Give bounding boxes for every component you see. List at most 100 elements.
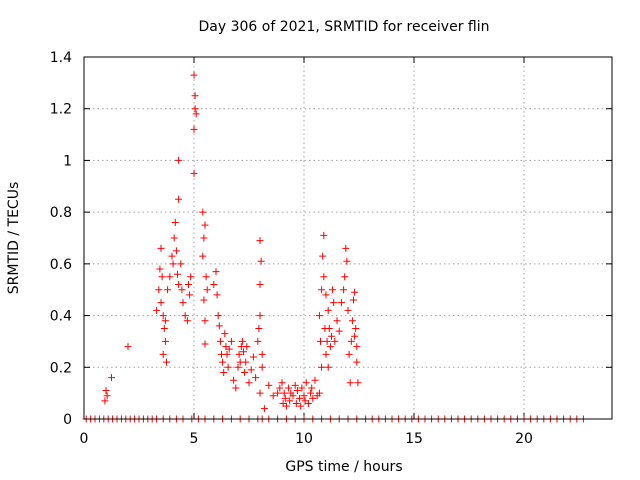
data-point-marker bbox=[161, 317, 169, 325]
data-point-marker bbox=[291, 381, 299, 389]
data-point-marker bbox=[158, 273, 166, 281]
data-point-marker bbox=[190, 71, 198, 79]
data-point-marker bbox=[325, 325, 333, 332]
data-point-marker bbox=[342, 244, 350, 252]
x-tick-label: 10 bbox=[295, 431, 313, 447]
data-point-marker bbox=[124, 343, 132, 351]
data-point-marker bbox=[243, 343, 251, 351]
data-point-marker bbox=[256, 281, 264, 289]
data-point-marker bbox=[174, 270, 181, 278]
data-point-marker bbox=[329, 286, 337, 294]
data-point-marker bbox=[175, 281, 183, 289]
plot-frame bbox=[83, 56, 613, 420]
data-point-marker bbox=[302, 379, 310, 387]
data-point-marker bbox=[353, 343, 361, 351]
data-point-marker bbox=[322, 291, 330, 299]
data-point-marker bbox=[219, 358, 227, 366]
data-point-marker bbox=[311, 376, 319, 384]
data-point-marker bbox=[307, 389, 315, 397]
data-point-marker bbox=[333, 317, 341, 325]
data-point-marker bbox=[331, 337, 339, 345]
data-point-marker bbox=[351, 332, 359, 340]
y-tick-label: 1 bbox=[63, 153, 72, 169]
data-point-marker bbox=[186, 291, 194, 299]
data-point-marker bbox=[348, 317, 356, 325]
data-point-marker bbox=[190, 125, 198, 133]
data-point-marker bbox=[340, 286, 348, 294]
data-point-marker bbox=[280, 389, 288, 397]
data-point-marker bbox=[214, 312, 222, 320]
data-point-marker bbox=[159, 350, 167, 358]
data-point-marker bbox=[172, 247, 180, 255]
data-point-marker bbox=[256, 389, 264, 397]
data-point-marker bbox=[249, 353, 257, 361]
data-point-marker bbox=[225, 345, 233, 353]
y-tick-label: 0.8 bbox=[50, 205, 72, 221]
data-point-marker bbox=[171, 218, 179, 226]
data-point-marker bbox=[101, 397, 109, 405]
y-tick-label: 0.6 bbox=[50, 257, 72, 273]
data-point-marker bbox=[166, 273, 174, 281]
data-point-marker bbox=[335, 327, 343, 335]
data-point-marker bbox=[164, 286, 172, 294]
data-point-marker bbox=[179, 299, 187, 307]
data-point-marker bbox=[308, 384, 316, 392]
data-point-marker bbox=[153, 306, 161, 314]
data-point-marker bbox=[191, 105, 199, 113]
data-point-marker bbox=[350, 296, 357, 304]
data-point-marker bbox=[256, 237, 264, 245]
data-point-marker bbox=[157, 299, 165, 307]
y-axis-label: SRMTID / TECUs bbox=[6, 182, 22, 295]
data-point-marker bbox=[215, 322, 223, 330]
data-point-marker bbox=[181, 312, 189, 320]
data-point-marker bbox=[177, 260, 185, 268]
data-point-marker bbox=[201, 317, 209, 325]
data-point-marker bbox=[278, 379, 286, 387]
data-point-marker bbox=[191, 92, 199, 100]
data-point-marker bbox=[347, 337, 355, 345]
data-point-marker bbox=[156, 265, 164, 273]
x-tick-label: 15 bbox=[405, 431, 423, 447]
data-point-marker bbox=[185, 281, 192, 289]
data-point-marker bbox=[292, 399, 300, 407]
data-point-marker bbox=[274, 389, 282, 397]
data-point-marker bbox=[343, 257, 351, 265]
chart-title: Day 306 of 2021, SRMTID for receiver fli… bbox=[199, 19, 490, 35]
data-point-marker bbox=[232, 384, 240, 392]
data-point-marker bbox=[192, 110, 200, 118]
data-point-marker bbox=[320, 231, 328, 239]
data-point-marker bbox=[255, 325, 263, 332]
data-point-marker bbox=[281, 394, 289, 402]
data-point-marker bbox=[161, 337, 169, 345]
data-point-marker bbox=[241, 368, 249, 376]
data-point-marker bbox=[227, 337, 235, 345]
data-point-marker bbox=[175, 156, 183, 164]
data-point-marker bbox=[298, 384, 306, 392]
data-point-marker bbox=[345, 350, 353, 358]
data-point-marker bbox=[187, 273, 195, 281]
data-point-marker bbox=[257, 257, 265, 265]
data-point-marker bbox=[320, 273, 328, 281]
data-point-marker bbox=[108, 374, 115, 382]
data-point-marker bbox=[285, 384, 293, 392]
data-point-marker bbox=[160, 325, 168, 332]
data-point-marker bbox=[282, 402, 290, 410]
data-point-marker bbox=[304, 399, 312, 407]
data-point-marker bbox=[199, 208, 207, 216]
data-point-marker bbox=[289, 392, 297, 400]
x-axis-label: GPS time / hours bbox=[285, 459, 402, 475]
tick-layer: 0 0.2 0.4 0.6 0.8 1 1.2 1.4 0 5 10 15 20 bbox=[50, 50, 612, 447]
data-point-marker bbox=[317, 337, 324, 345]
data-point-marker bbox=[242, 358, 250, 366]
data-point-marker bbox=[258, 363, 266, 371]
data-point-marker bbox=[330, 299, 338, 307]
data-point-marker bbox=[178, 286, 186, 294]
data-point-marker bbox=[201, 221, 209, 229]
data-point-marker bbox=[183, 317, 191, 325]
y-tick-label: 1.4 bbox=[50, 50, 72, 66]
x-tick-label: 20 bbox=[515, 431, 533, 447]
data-point-marker bbox=[353, 358, 361, 366]
data-point-marker bbox=[234, 363, 242, 371]
data-point-marker bbox=[337, 299, 345, 307]
